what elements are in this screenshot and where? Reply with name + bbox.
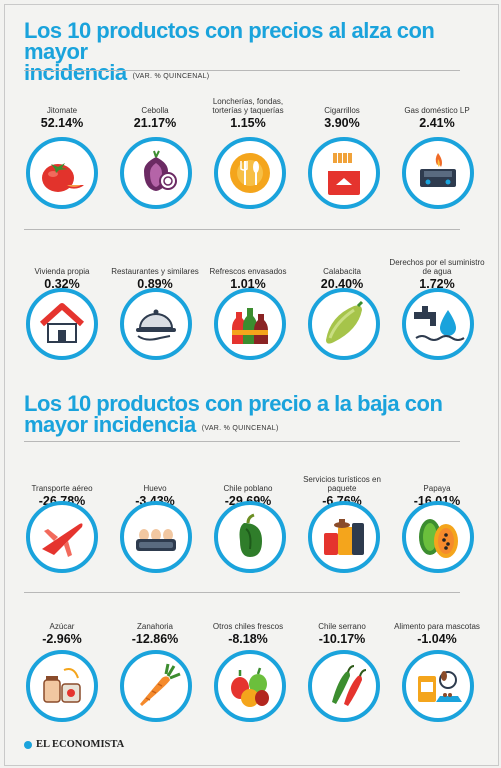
item-value: -8.18% (228, 632, 268, 646)
plate-cutlery-icon (214, 137, 286, 209)
luggage-icon (308, 501, 380, 573)
poblano-pepper-icon (214, 501, 286, 573)
logo-mark-icon (24, 740, 32, 749)
section-down-title-line2: mayor incidencia (24, 412, 196, 437)
item-value: 52.14% (40, 116, 84, 130)
item-restaurantes: Restaurantes y similares 0.89% (107, 249, 203, 291)
item-name: Chile poblano (223, 484, 273, 493)
item-zanahoria: Zanahoria -12.86% (107, 604, 203, 646)
item-serrano: Chile serrano -10.17% (294, 604, 390, 646)
item-name: Loncherías, fondas, torterías y taquería… (212, 97, 284, 115)
item-value: 21.17% (133, 116, 177, 130)
item-value: -12.86% (131, 632, 179, 646)
item-name: Calabacita (323, 267, 361, 276)
item-cigarettes: Cigarrillos 3.90% (294, 88, 390, 130)
brand-name: EL ECONOMISTA (36, 739, 125, 750)
tomato-icon (26, 137, 98, 209)
zucchini-icon (308, 288, 380, 360)
item-value: 3.90% (324, 116, 360, 130)
divider (24, 441, 460, 442)
serrano-pepper-icon (308, 650, 380, 722)
item-name: Zanahoria (136, 622, 174, 631)
section-up-title-line2: incidencia (24, 60, 127, 85)
item-vivienda: Vivienda propia 0.32% (14, 249, 110, 291)
section-up-title: Los 10 productos con precios al alza con… (24, 20, 501, 87)
item-otros-chiles: Otros chiles frescos -8.18% (200, 604, 296, 646)
item-name: Gas doméstico LP (404, 106, 470, 115)
item-name: Jitomate (46, 106, 78, 115)
item-name: Cigarrillos (324, 106, 360, 115)
section-down-title-line1: Los 10 productos con precio a la baja co… (24, 391, 443, 416)
carrot-icon (120, 650, 192, 722)
item-mascotas: Alimento para mascotas -1.04% (389, 604, 485, 646)
item-refrescos: Refrescos envasados 1.01% (200, 249, 296, 291)
sugar-jars-icon (26, 650, 98, 722)
papaya-icon (402, 501, 474, 573)
item-name: Chile serrano (318, 622, 366, 631)
item-onion: Cebolla 21.17% (107, 88, 203, 130)
item-name: Azúcar (49, 622, 75, 631)
brand-logo: EL ECONOMISTA (24, 739, 124, 750)
item-tomato: Jitomate 52.14% (14, 88, 110, 130)
airplane-icon (26, 501, 98, 573)
item-azucar: Azúcar -2.96% (14, 604, 110, 646)
section-up-subtitle: (VAR. % QUINCENAL) (132, 73, 210, 80)
water-tap-icon (402, 288, 474, 360)
item-gas: Gas doméstico LP 2.41% (389, 88, 485, 130)
cigarettes-icon (308, 137, 380, 209)
divider (24, 592, 460, 593)
item-name: Cebolla (141, 106, 169, 115)
item-name: Vivienda propia (34, 267, 90, 276)
item-name: Huevo (143, 484, 167, 493)
item-value: -1.04% (417, 632, 457, 646)
item-value: 1.72% (419, 277, 455, 291)
gas-stove-icon (402, 137, 474, 209)
item-name: Derechos por el suministro de agua (389, 258, 485, 276)
item-value: 2.41% (419, 116, 455, 130)
item-agua: Derechos por el suministro de agua 1.72% (389, 249, 485, 291)
onion-icon (120, 137, 192, 209)
item-value: 20.40% (320, 277, 364, 291)
divider (24, 229, 460, 230)
mixed-peppers-icon (214, 650, 286, 722)
item-value: -2.96% (42, 632, 82, 646)
item-value: 0.32% (44, 277, 80, 291)
soda-bottles-icon (214, 288, 286, 360)
item-value: 1.01% (230, 277, 266, 291)
item-name: Refrescos envasados (209, 267, 287, 276)
section-down-subtitle: (VAR. % QUINCENAL) (201, 425, 279, 432)
item-calabacita: Calabacita 20.40% (294, 249, 390, 291)
item-value: -10.17% (318, 632, 366, 646)
divider (24, 70, 460, 71)
pet-food-icon (402, 650, 474, 722)
cloche-icon (120, 288, 192, 360)
item-value: 0.89% (137, 277, 173, 291)
item-name: Papaya (423, 484, 451, 493)
infographic-frame (4, 4, 499, 766)
item-name: Servicios turísticos en paquete (303, 475, 381, 493)
item-value: 1.15% (230, 116, 266, 130)
item-name: Otros chiles frescos (212, 622, 284, 631)
item-name: Transporte aéreo (31, 484, 93, 493)
section-down-title: Los 10 productos con precio a la baja co… (24, 391, 443, 439)
egg-carton-icon (120, 501, 192, 573)
house-icon (26, 288, 98, 360)
item-fondas: Loncherías, fondas, torterías y taquería… (200, 88, 296, 130)
item-name: Alimento para mascotas (394, 622, 480, 631)
section-up-title-line1: Los 10 productos con precios al alza con… (24, 18, 435, 64)
item-name: Restaurantes y similares (111, 267, 199, 276)
